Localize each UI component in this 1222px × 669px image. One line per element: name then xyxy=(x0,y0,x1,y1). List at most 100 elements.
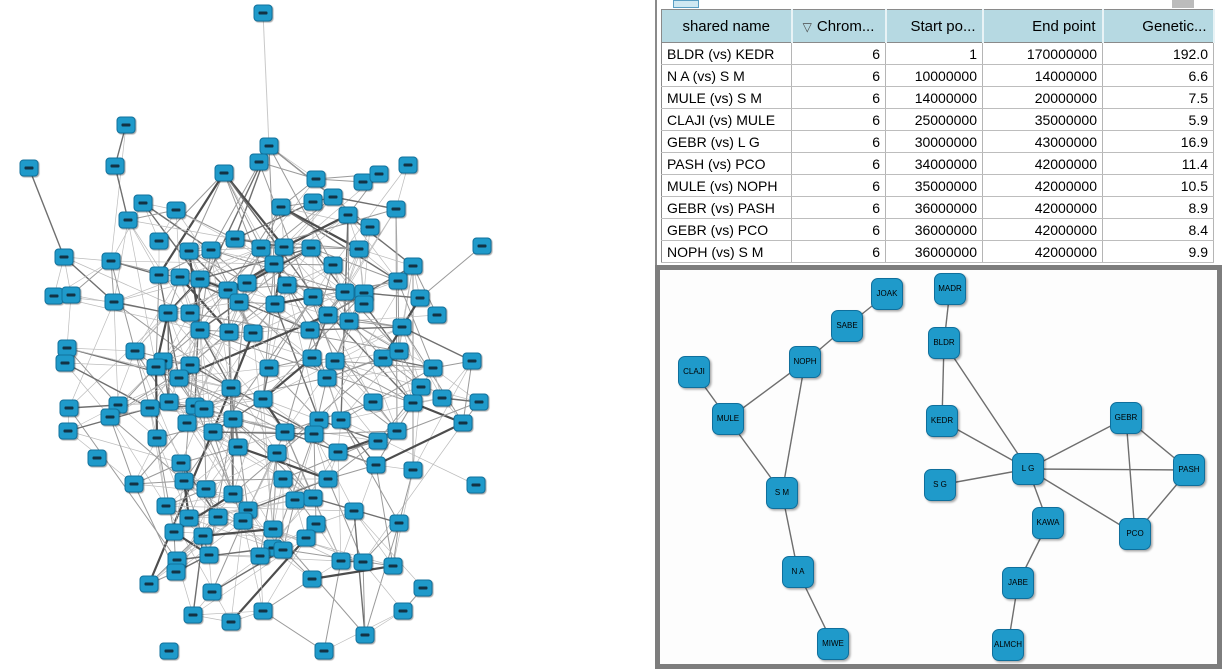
network-node[interactable] xyxy=(133,194,153,212)
network-node[interactable] xyxy=(233,512,253,530)
network-node[interactable] xyxy=(335,283,355,301)
shared-name-cell[interactable]: MULE (vs) NOPH xyxy=(661,174,792,197)
network-node[interactable] xyxy=(331,411,351,429)
table-row[interactable]: GEBR (vs) PCO 6 36000000 42000000 8.4 xyxy=(661,218,1214,241)
network-node[interactable] xyxy=(469,393,489,411)
subnetwork-node-bldr[interactable]: BLDR xyxy=(928,327,960,359)
network-node[interactable] xyxy=(250,547,270,565)
column-header-end-point[interactable]: End point xyxy=(982,9,1104,43)
value-cell[interactable]: 6 xyxy=(791,152,886,175)
value-cell[interactable]: 36000000 xyxy=(885,218,983,241)
network-node[interactable] xyxy=(323,256,343,274)
network-node[interactable] xyxy=(462,352,482,370)
network-node[interactable] xyxy=(225,230,245,248)
network-node[interactable] xyxy=(146,358,166,376)
value-cell[interactable]: 9.9 xyxy=(1102,240,1214,263)
network-node[interactable] xyxy=(275,423,295,441)
network-node[interactable] xyxy=(389,342,409,360)
network-node[interactable] xyxy=(228,438,248,456)
network-node[interactable] xyxy=(366,456,386,474)
network-node[interactable] xyxy=(180,304,200,322)
value-cell[interactable]: 42000000 xyxy=(982,218,1103,241)
network-node[interactable] xyxy=(355,626,375,644)
subnetwork-node-pco[interactable]: PCO xyxy=(1119,518,1151,550)
subnetwork-node-kedr[interactable]: KEDR xyxy=(926,405,958,437)
network-node[interactable] xyxy=(57,339,77,357)
value-cell[interactable]: 10.5 xyxy=(1102,174,1214,197)
network-node[interactable] xyxy=(249,153,269,171)
network-node[interactable] xyxy=(104,293,124,311)
network-node[interactable] xyxy=(296,529,316,547)
subnetwork-node-mule[interactable]: MULE xyxy=(712,403,744,435)
network-node[interactable] xyxy=(271,198,291,216)
value-cell[interactable]: 1 xyxy=(885,42,983,65)
table-row[interactable]: N A (vs) S M 6 10000000 14000000 6.6 xyxy=(661,64,1214,87)
subnetwork-node-almch[interactable]: ALMCH xyxy=(992,629,1024,661)
network-node[interactable] xyxy=(221,613,241,631)
main-network-canvas[interactable] xyxy=(0,0,655,669)
network-node[interactable] xyxy=(363,393,383,411)
value-cell[interactable]: 36000000 xyxy=(885,240,983,263)
network-node[interactable] xyxy=(159,393,179,411)
network-node[interactable] xyxy=(59,399,79,417)
network-node[interactable] xyxy=(174,472,194,490)
value-cell[interactable]: 34000000 xyxy=(885,152,983,175)
network-node[interactable] xyxy=(318,470,338,488)
network-node[interactable] xyxy=(100,408,120,426)
column-header-shared-name[interactable]: shared name xyxy=(661,9,793,43)
table-row[interactable]: GEBR (vs) L G 6 30000000 43000000 16.9 xyxy=(661,130,1214,153)
network-node[interactable] xyxy=(253,390,273,408)
network-node[interactable] xyxy=(166,201,186,219)
subnetwork-node-n-a[interactable]: N A xyxy=(782,556,814,588)
network-node[interactable] xyxy=(243,324,263,342)
network-node[interactable] xyxy=(427,306,447,324)
network-node[interactable] xyxy=(273,541,293,559)
network-node[interactable] xyxy=(58,422,78,440)
network-node[interactable] xyxy=(251,239,271,257)
value-cell[interactable]: 14000000 xyxy=(885,86,983,109)
subnetwork-node-miwe[interactable]: MIWE xyxy=(817,628,849,660)
network-node[interactable] xyxy=(264,255,284,273)
network-node[interactable] xyxy=(349,240,369,258)
network-node[interactable] xyxy=(432,389,452,407)
network-node[interactable] xyxy=(387,422,407,440)
network-node[interactable] xyxy=(116,116,136,134)
value-cell[interactable]: 8.4 xyxy=(1102,218,1214,241)
network-node[interactable] xyxy=(171,454,191,472)
table-row[interactable]: MULE (vs) NOPH 6 35000000 42000000 10.5 xyxy=(661,174,1214,197)
table-row[interactable]: CLAJI (vs) MULE 6 25000000 35000000 5.9 xyxy=(661,108,1214,131)
network-node[interactable] xyxy=(325,352,345,370)
network-node[interactable] xyxy=(44,287,64,305)
network-node[interactable] xyxy=(166,563,186,581)
value-cell[interactable]: 42000000 xyxy=(982,152,1103,175)
network-node[interactable] xyxy=(267,444,287,462)
network-node[interactable] xyxy=(277,276,297,294)
network-node[interactable] xyxy=(229,293,249,311)
value-cell[interactable]: 6 xyxy=(791,196,886,219)
network-node[interactable] xyxy=(302,349,322,367)
value-cell[interactable]: 16.9 xyxy=(1102,130,1214,153)
network-node[interactable] xyxy=(388,272,408,290)
column-header-start-po---[interactable]: Start po... xyxy=(885,9,984,43)
network-node[interactable] xyxy=(466,476,486,494)
network-node[interactable] xyxy=(369,165,389,183)
network-node[interactable] xyxy=(219,323,239,341)
network-node[interactable] xyxy=(149,266,169,284)
network-node[interactable] xyxy=(223,485,243,503)
column-header-genetic---[interactable]: Genetic... xyxy=(1102,9,1215,43)
network-node[interactable] xyxy=(410,289,430,307)
shared-name-cell[interactable]: NOPH (vs) S M xyxy=(661,240,792,263)
network-node[interactable] xyxy=(118,211,138,229)
value-cell[interactable]: 14000000 xyxy=(982,64,1103,87)
network-node[interactable] xyxy=(306,515,326,533)
network-node[interactable] xyxy=(386,200,406,218)
network-node[interactable] xyxy=(389,514,409,532)
network-node[interactable] xyxy=(202,583,222,601)
subnetwork-node-l-g[interactable]: L G xyxy=(1012,453,1044,485)
network-node[interactable] xyxy=(403,394,423,412)
table-row[interactable]: NOPH (vs) S M 6 36000000 42000000 9.9 xyxy=(661,240,1214,263)
network-node[interactable] xyxy=(237,274,257,292)
network-node[interactable] xyxy=(223,410,243,428)
network-node[interactable] xyxy=(300,321,320,339)
subnetwork-node-jabe[interactable]: JABE xyxy=(1002,567,1034,599)
